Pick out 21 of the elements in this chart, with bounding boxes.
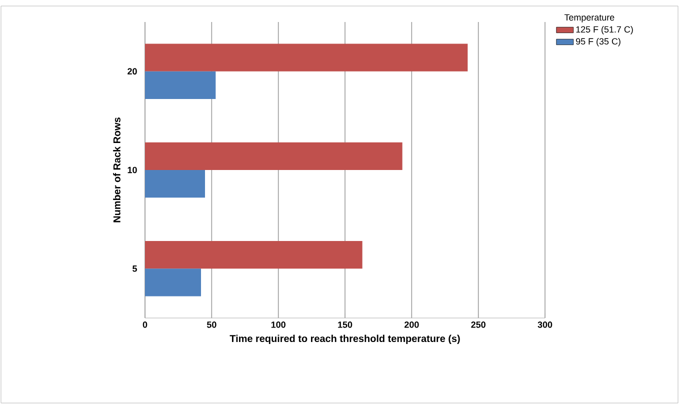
y-tick-label: 10 [128,166,137,174]
x-tick-label: 50 [206,322,216,328]
y-tick-label: 5 [132,266,137,272]
bar [145,142,402,170]
bar [145,71,216,99]
legend-label: 95 F (35 C) [576,38,620,46]
legend-label: 125 F (51.7 C) [576,26,633,34]
x-tick-label: 0 [142,322,148,328]
y-axis-title: Number of Rack Rows [113,118,120,222]
x-tick-label: 150 [338,322,352,328]
legend-title: Temperature [564,14,614,22]
x-axis-title: Time required to reach threshold temperature (s) [230,334,460,344]
bar [145,44,468,72]
x-tick-label: 250 [471,322,486,328]
x-tick-label: 200 [404,322,419,328]
bar [145,241,362,269]
x-tick-label: 100 [271,322,286,328]
bar [145,170,206,198]
bar [145,268,202,296]
y-tick-label: 20 [128,68,137,75]
x-tick-label: 300 [538,322,552,328]
